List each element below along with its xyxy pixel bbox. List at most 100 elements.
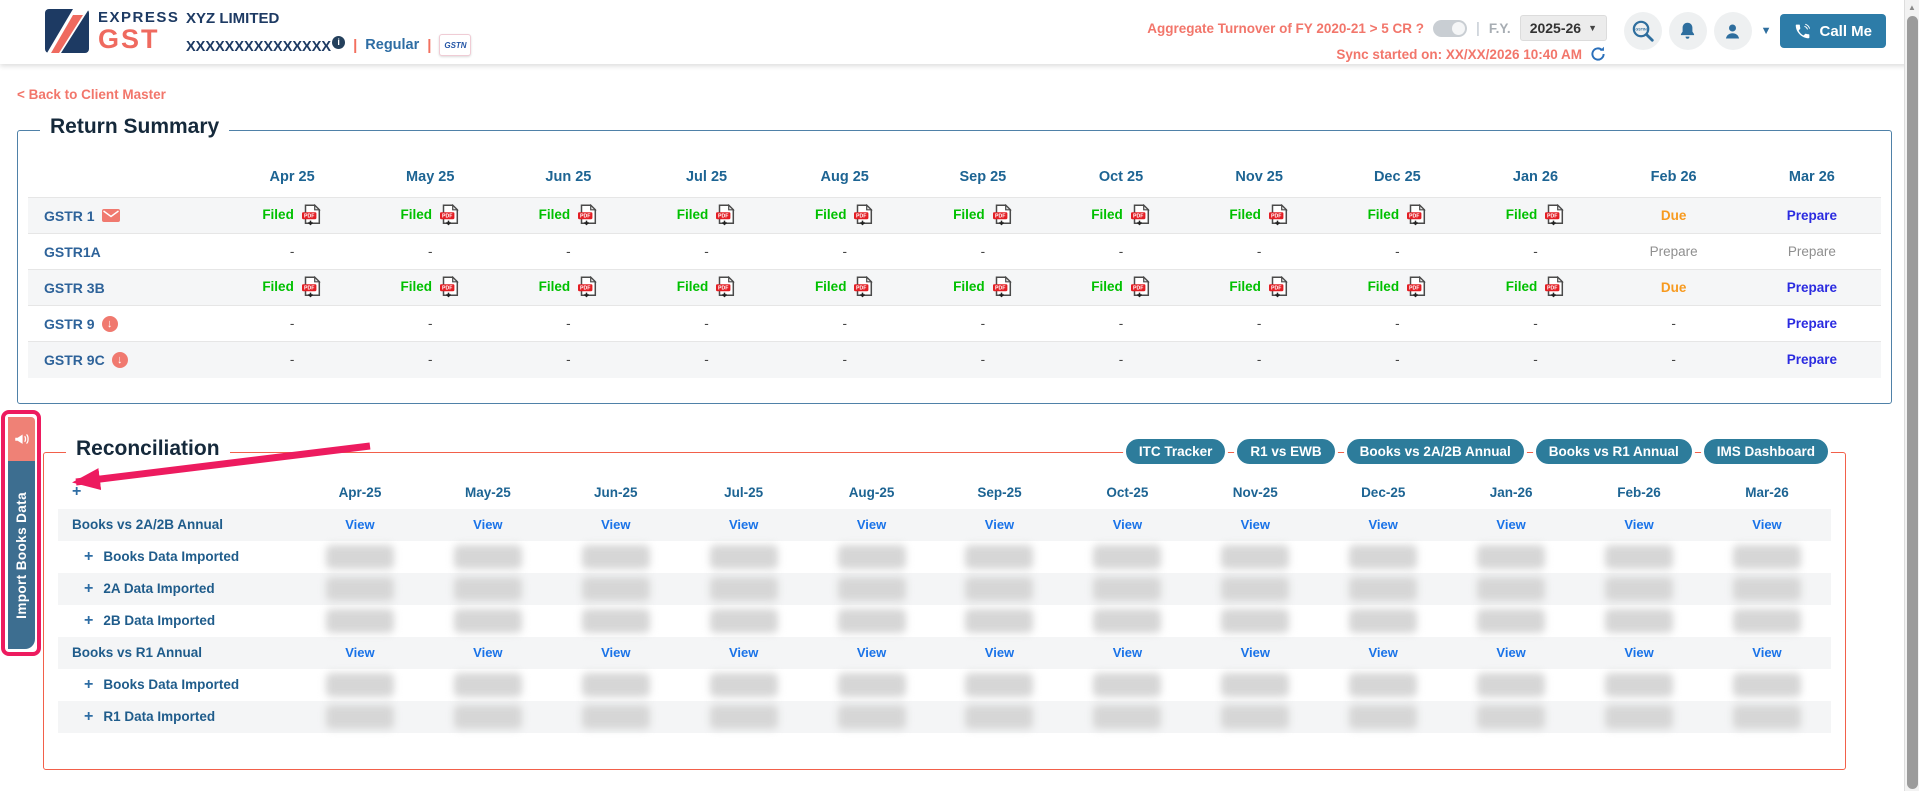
view-link[interactable]: View — [1112, 517, 1143, 532]
pdf-download-icon[interactable]: PDF — [853, 275, 874, 299]
view-link[interactable]: View — [1240, 645, 1270, 660]
pdf-download-icon[interactable]: PDF — [1406, 203, 1427, 227]
turnover-toggle[interactable] — [1433, 19, 1468, 37]
expand-icon[interactable]: + — [84, 580, 94, 597]
view-link[interactable]: View — [728, 517, 759, 532]
return-status-cell[interactable]: Filed PDF — [499, 270, 637, 306]
info-icon[interactable]: i — [332, 35, 346, 49]
envelope-icon[interactable] — [101, 209, 120, 222]
view-link[interactable]: View — [1112, 645, 1143, 660]
pdf-download-icon[interactable]: PDF — [992, 203, 1013, 227]
recon-row-label[interactable]: +2A Data Imported — [84, 580, 215, 597]
view-link[interactable]: View — [984, 517, 1015, 532]
pdf-download-icon[interactable]: PDF — [1268, 275, 1289, 299]
recon-row-label[interactable]: + Books Data Imported — [84, 676, 240, 693]
view-link[interactable]: View — [345, 517, 375, 532]
button-books-vs-2a-2b-annual[interactable]: Books vs 2A/2B Annual — [1343, 436, 1527, 467]
expand-icon[interactable]: + — [84, 612, 94, 629]
return-status-cell[interactable]: Filed PDF — [1190, 270, 1328, 306]
back-to-client-master-link[interactable]: < Back to Client Master — [17, 87, 166, 102]
view-link[interactable]: View — [473, 645, 503, 660]
button-books-vs-r1-annual[interactable]: Books vs R1 Annual — [1532, 436, 1695, 467]
view-link[interactable]: View — [473, 517, 503, 532]
pdf-download-icon[interactable]: PDF — [1268, 203, 1289, 227]
return-type-label[interactable]: GSTR1A — [44, 243, 101, 260]
button-itc-tracker[interactable]: ITC Tracker — [1122, 436, 1229, 467]
return-type-label[interactable]: GSTR 1 — [28, 198, 223, 234]
view-link[interactable]: View — [601, 517, 631, 532]
return-status-cell[interactable]: Filed PDF — [1052, 270, 1190, 306]
view-link[interactable]: View — [601, 645, 631, 660]
return-status-cell[interactable]: Prepare — [1743, 306, 1881, 342]
return-status-cell[interactable]: Filed PDF — [1328, 198, 1466, 234]
pdf-download-icon[interactable]: PDF — [439, 275, 460, 299]
user-menu-button[interactable] — [1713, 12, 1752, 50]
return-status-cell[interactable]: Filed PDF — [361, 270, 499, 306]
pdf-download-icon[interactable]: PDF — [853, 203, 874, 227]
gstin-search-button[interactable]: GSTIN — [1623, 12, 1662, 50]
return-status-cell[interactable]: Filed PDF — [914, 198, 1052, 234]
refresh-icon[interactable] — [1589, 45, 1607, 63]
prepare-link[interactable]: Prepare — [1786, 280, 1837, 295]
return-status-cell[interactable]: Filed PDF — [637, 270, 775, 306]
return-status-cell[interactable]: Filed PDF — [223, 198, 361, 234]
fy-select[interactable]: 2025-26 ▼ — [1519, 15, 1607, 41]
return-status-cell[interactable]: Filed PDF — [1190, 198, 1328, 234]
pdf-download-icon[interactable]: PDF — [301, 275, 322, 299]
pdf-download-icon[interactable]: PDF — [439, 203, 460, 227]
return-status-cell[interactable]: Filed PDF — [1466, 198, 1604, 234]
pdf-download-icon[interactable]: PDF — [715, 275, 736, 299]
pdf-download-icon[interactable]: PDF — [1544, 275, 1565, 299]
view-link[interactable]: View — [856, 645, 887, 660]
pdf-download-icon[interactable]: PDF — [1130, 203, 1151, 227]
return-status-cell[interactable]: Filed PDF — [637, 198, 775, 234]
view-link[interactable]: View — [1368, 645, 1398, 660]
recon-row-label[interactable]: + Books Data Imported — [84, 548, 240, 565]
return-status-cell[interactable]: Filed PDF — [1328, 270, 1466, 306]
return-status-cell[interactable]: Prepare — [1743, 198, 1881, 234]
pdf-download-icon[interactable]: PDF — [715, 203, 736, 227]
download-circle-icon[interactable]: ↓ — [111, 351, 128, 368]
view-link[interactable]: View — [1240, 517, 1270, 532]
download-circle-icon[interactable]: ↓ — [101, 315, 118, 332]
view-link[interactable]: View — [984, 645, 1015, 660]
return-status-cell[interactable]: Filed PDF — [1466, 270, 1604, 306]
user-menu-caret-icon[interactable]: ▼ — [1760, 25, 1772, 37]
return-type-label[interactable]: GSTR 9C ↓ — [28, 342, 223, 378]
return-status-cell[interactable]: Filed PDF — [914, 270, 1052, 306]
notifications-button[interactable] — [1668, 12, 1707, 50]
return-status-cell[interactable]: Filed PDF — [776, 270, 914, 306]
return-type-label[interactable]: GSTR 3B — [44, 279, 105, 296]
view-link[interactable]: View — [1368, 517, 1398, 532]
pdf-download-icon[interactable]: PDF — [577, 275, 598, 299]
recon-row-label[interactable]: + R1 Data Imported — [84, 708, 216, 725]
view-link[interactable]: View — [728, 645, 759, 660]
view-link[interactable]: View — [1496, 645, 1526, 660]
pdf-download-icon[interactable]: PDF — [301, 203, 322, 227]
return-type-label[interactable]: GSTR 9 ↓ — [28, 306, 223, 342]
prepare-link[interactable]: Prepare — [1786, 352, 1837, 368]
view-link[interactable]: View — [1624, 645, 1654, 660]
view-link[interactable]: View — [856, 517, 887, 532]
expand-all-icon[interactable]: + — [72, 483, 82, 500]
view-link[interactable]: View — [1624, 517, 1654, 532]
button-ims-dashboard[interactable]: IMS Dashboard — [1700, 436, 1831, 467]
return-status-cell[interactable]: Prepare — [1743, 270, 1881, 306]
pdf-download-icon[interactable]: PDF — [1406, 275, 1427, 299]
pdf-download-icon[interactable]: PDF — [577, 203, 598, 227]
expand-icon[interactable]: + — [84, 676, 94, 693]
return-status-cell[interactable]: Filed PDF — [499, 198, 637, 234]
gstn-icon[interactable]: GSTN — [439, 34, 472, 56]
pdf-download-icon[interactable]: PDF — [1544, 203, 1565, 227]
return-status-cell[interactable]: Prepare — [1743, 342, 1881, 378]
recon-row-label[interactable]: +2B Data Imported — [84, 612, 216, 629]
view-link[interactable]: View — [1752, 517, 1782, 532]
call-me-button[interactable]: Call Me — [1780, 14, 1886, 48]
import-books-data-tab[interactable]: Import Books Data — [8, 417, 35, 649]
prepare-link[interactable]: Prepare — [1786, 208, 1837, 223]
return-status-cell[interactable]: Filed PDF — [361, 198, 499, 234]
vertical-scrollbar[interactable]: ▲ — [1904, 0, 1919, 791]
return-status-cell[interactable]: Filed PDF — [1052, 198, 1190, 234]
view-link[interactable]: View — [1496, 517, 1526, 532]
expand-icon[interactable]: + — [84, 708, 94, 725]
